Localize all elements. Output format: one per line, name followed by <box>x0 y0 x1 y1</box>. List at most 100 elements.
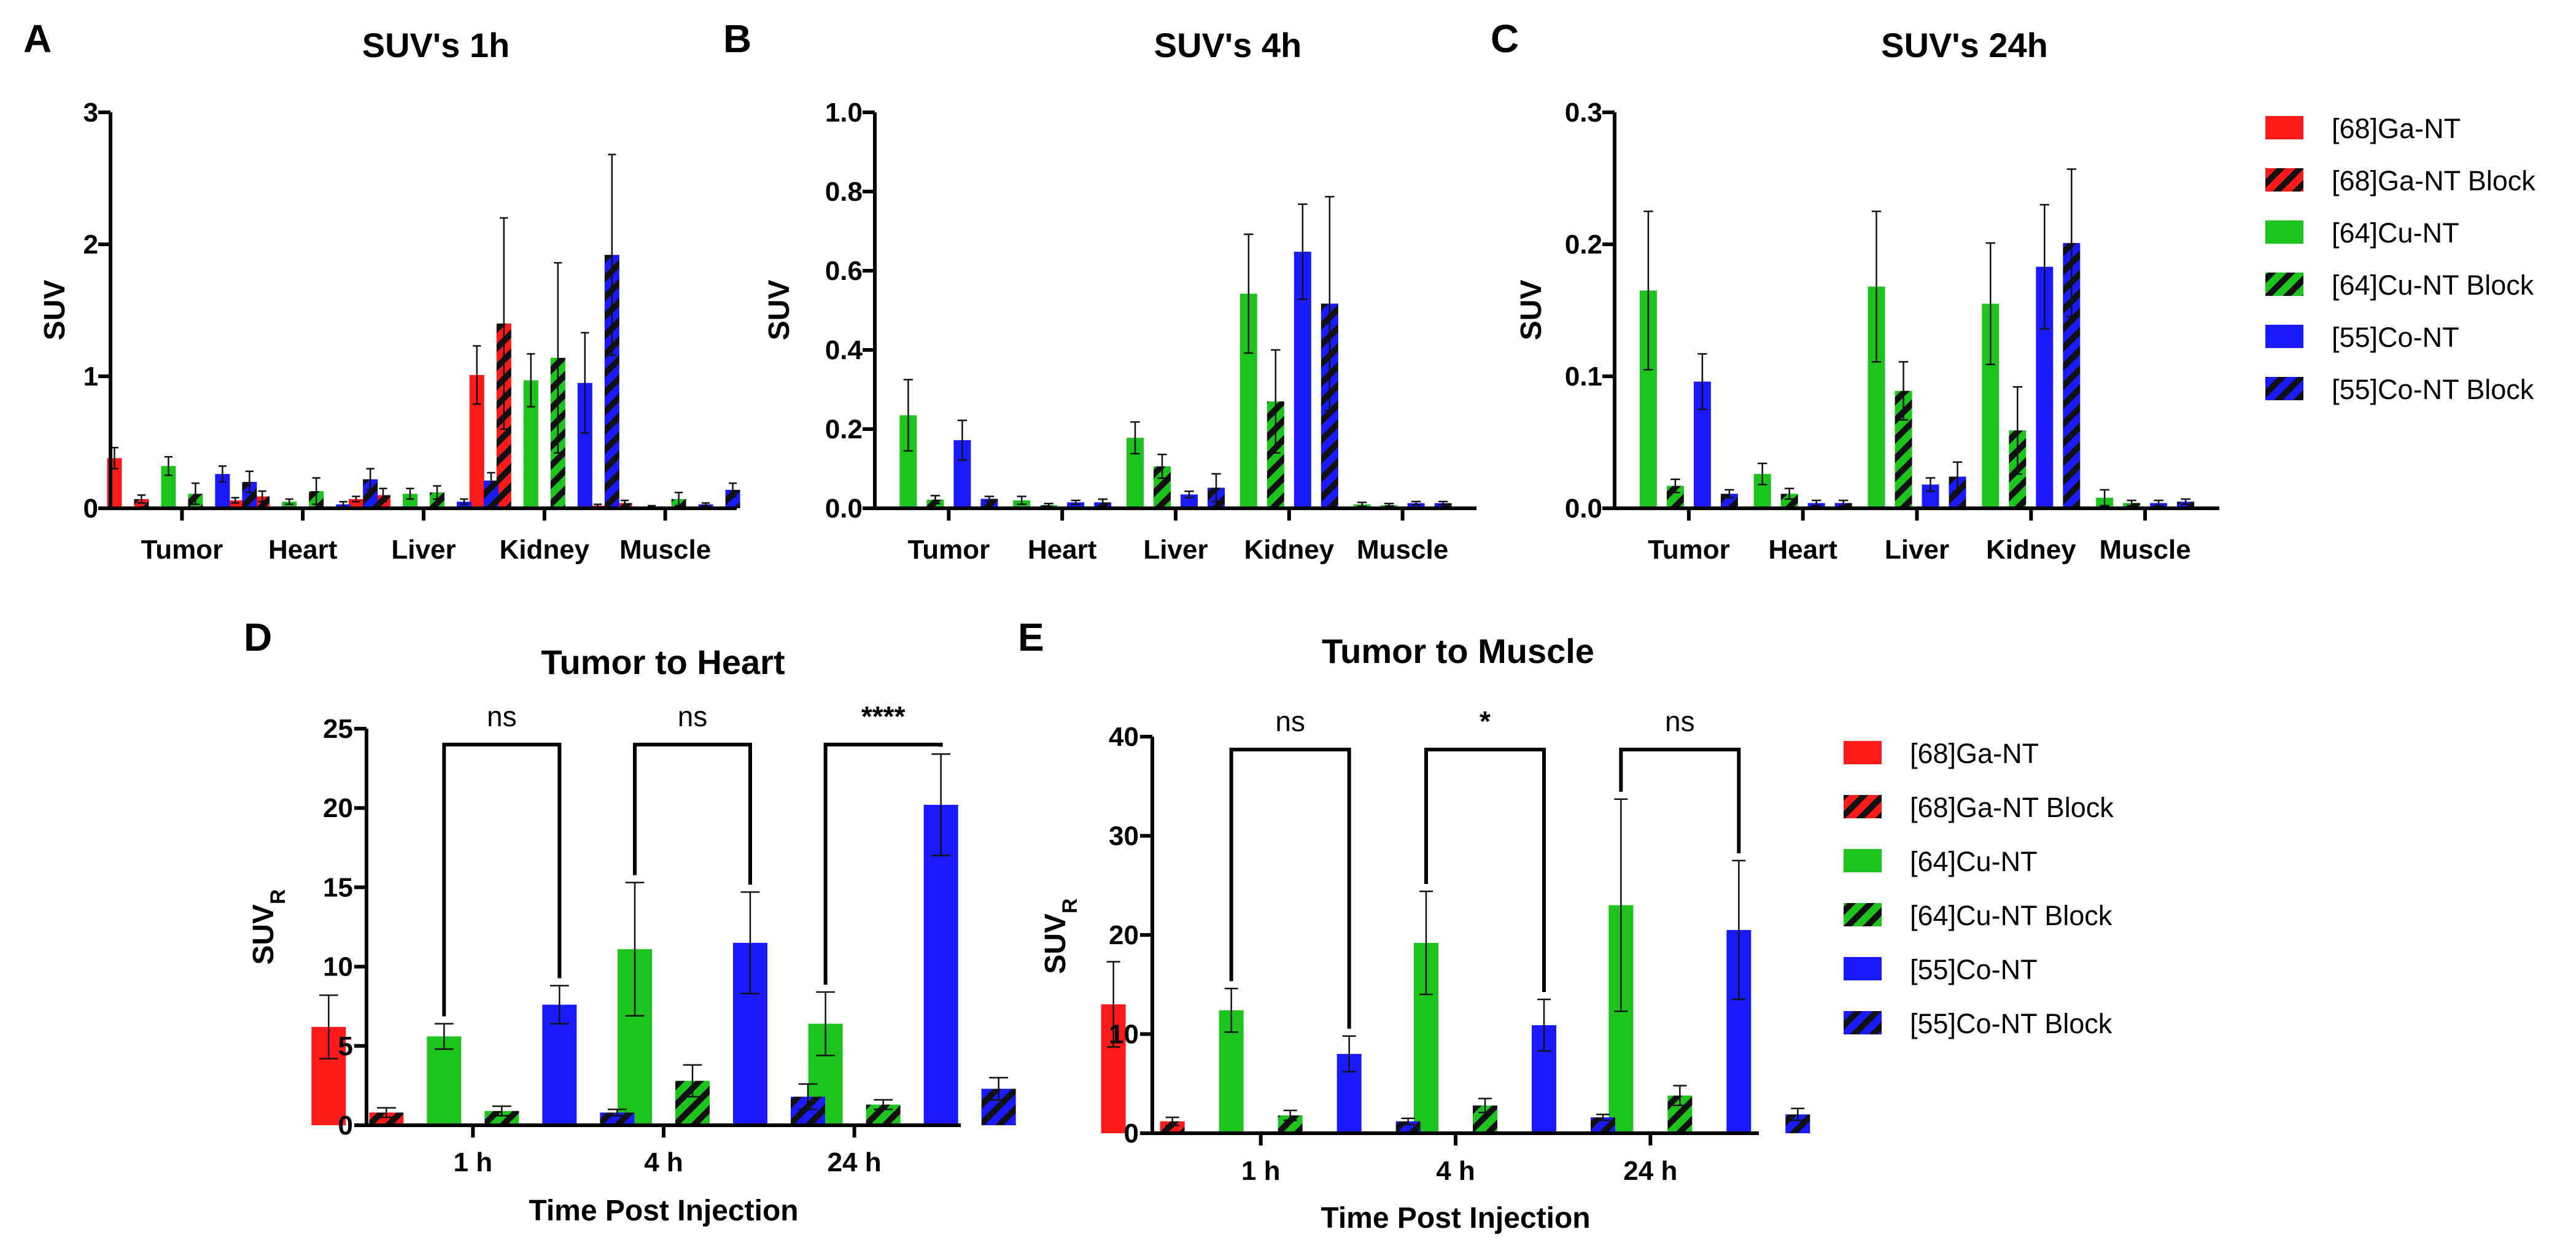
significance-bracket <box>633 742 752 885</box>
legend-swatch <box>2265 325 2303 348</box>
error-bar <box>1791 1107 1805 1122</box>
panel-A: A SUV's 1h SUV 0 1 2 3 Tumor Heart Liver Kidney Mus… <box>23 17 740 565</box>
error-bar <box>1614 798 1628 1012</box>
error-bar <box>312 477 320 505</box>
error-bar <box>798 1083 818 1111</box>
error-bar <box>1211 473 1221 503</box>
error-bar <box>218 465 227 483</box>
panel-label: A <box>23 17 52 61</box>
error-bar <box>1537 998 1551 1052</box>
x-tick-label: 24 h <box>1623 1156 1677 1186</box>
y-tick-label: 1.0 <box>825 98 863 128</box>
significance-label: **** <box>861 700 906 732</box>
error-bar <box>740 891 760 994</box>
error-bar <box>621 499 629 506</box>
x-tick-label: Muscle <box>1357 535 1448 565</box>
panel-C: C SUV's 24h SUV 0.0 0.1 0.2 0.3 Tumor Heart Liver… <box>1491 17 2219 565</box>
error-bar <box>1130 421 1140 455</box>
y-tick-label: 0 <box>338 1111 353 1141</box>
error-bar <box>930 495 941 505</box>
error-bar <box>1785 487 1794 500</box>
legend-1: [68]Ga-NT [68]Ga-NT Block [64]Cu-NT [64]Cu-… <box>2265 113 2535 405</box>
bar <box>1434 503 1452 508</box>
legend-label: [64]Cu-NT <box>1910 846 2038 877</box>
y-tick-label: 0.6 <box>825 256 863 286</box>
error-bar <box>2100 489 2109 506</box>
legend-swatch <box>1844 849 1882 872</box>
error-bar <box>1952 461 1963 492</box>
y-axis-label: SUV <box>39 280 71 341</box>
error-bar <box>460 498 468 505</box>
error-bar <box>957 419 968 461</box>
legend-swatch <box>2265 377 2303 400</box>
x-tick-label: Heart <box>1768 535 1837 565</box>
error-bar <box>258 490 266 503</box>
bar <box>369 1112 404 1125</box>
error-bar <box>406 487 414 500</box>
legend-label: [64]Cu-NT Block <box>2332 269 2534 301</box>
bar <box>542 1004 577 1125</box>
x-tick-label: Muscle <box>2100 535 2191 565</box>
panel-E: E Tumor to Muscle SUVR 0 10 20 30 40 1 h 4 h 24 h T… <box>1018 615 1810 1235</box>
y-tick-label: 10 <box>323 952 353 982</box>
legend-swatch <box>1844 1011 1882 1034</box>
error-bar <box>1165 1116 1179 1126</box>
legend-label: [64]Cu-NT <box>2332 217 2459 249</box>
x-tick-label: Liver <box>1143 535 1208 565</box>
error-bar <box>1419 890 1433 996</box>
y-axis-label: SUVR <box>247 889 290 964</box>
y-tick-label: 0.0 <box>1565 494 1602 524</box>
chart-title: SUV's 4h <box>1154 26 1302 64</box>
error-bar <box>702 502 710 506</box>
error-bar <box>1325 196 1335 411</box>
legend-label: [55]Co-NT <box>1910 954 2038 985</box>
error-bar <box>352 495 360 503</box>
error-bar <box>1596 1114 1610 1122</box>
y-tick-label: 20 <box>323 793 353 823</box>
y-axis-label: SUV <box>763 280 796 341</box>
x-tick-label: 1 h <box>1241 1156 1281 1186</box>
x-tick-label: Kidney <box>1244 535 1334 565</box>
x-axis-label: Time Post Injection <box>529 1195 798 1227</box>
x-tick-label: 4 h <box>1436 1156 1475 1186</box>
significance-bracket <box>1619 747 1741 853</box>
chart-title: SUV's 1h <box>362 26 510 64</box>
panel-label: B <box>723 17 751 61</box>
error-bar <box>1673 1085 1687 1107</box>
legend-label: [55]Co-NT <box>2332 322 2459 353</box>
error-bar <box>434 1023 454 1050</box>
error-bar <box>527 353 535 408</box>
x-tick-label: Heart <box>268 535 338 565</box>
error-bar <box>2181 498 2190 505</box>
significance-bracket <box>442 742 562 1017</box>
error-bar <box>1411 500 1421 506</box>
error-bar <box>1184 490 1194 498</box>
error-bar <box>1643 211 1653 371</box>
y-tick-label: 15 <box>323 872 353 902</box>
panel-D: D Tumor to Heart SUVR 0 5 10 15 20 25 1 h 4 h 24 h T… <box>244 615 1016 1227</box>
significance-label: ns <box>678 700 708 732</box>
error-bar <box>1478 1098 1492 1114</box>
error-bar <box>231 497 239 504</box>
legend-swatch <box>2265 273 2303 296</box>
bar <box>1160 1121 1185 1133</box>
error-bar <box>500 217 508 430</box>
error-bar <box>549 985 569 1025</box>
panel-B: B SUV's 4h SUV 0.0 0.2 0.4 0.6 0.8 1.0 Tumor Heart… <box>723 17 1476 565</box>
error-bar <box>554 262 562 454</box>
y-tick-label: 1 <box>83 362 98 392</box>
y-tick-label: 0.2 <box>825 414 863 444</box>
y-tick-label: 30 <box>1109 821 1139 851</box>
error-bar <box>607 1108 627 1117</box>
legend-swatch <box>2265 168 2303 192</box>
error-bar <box>874 1099 893 1111</box>
error-bar <box>1758 462 1767 486</box>
error-bar <box>1839 499 1849 506</box>
legend-label: [68]Ga-NT Block <box>2332 165 2535 196</box>
error-bar <box>1670 478 1680 494</box>
error-bar <box>245 470 254 494</box>
bar <box>427 1036 462 1125</box>
panel-label: C <box>1491 17 1519 61</box>
y-tick-label: 40 <box>1109 722 1139 752</box>
